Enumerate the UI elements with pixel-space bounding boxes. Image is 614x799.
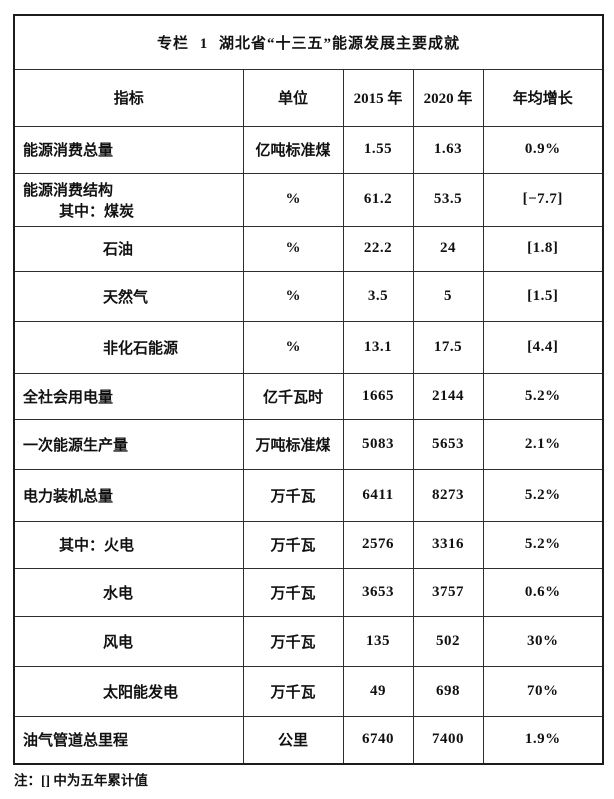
indicator-line1: 能源消费结构 [23, 182, 114, 199]
growth-cell: 5.2% [482, 372, 604, 420]
table-row: 风电 万千瓦 135 502 30% [13, 615, 604, 667]
page-title: 专栏 1 湖北省“十三五”能源发展主要成就 [13, 14, 604, 70]
growth-cell: 5.2% [482, 520, 604, 569]
footnote: 注：[] 中为五年累计值 [14, 773, 148, 788]
value-2015-cell: 22.2 [342, 225, 414, 272]
value-2020-cell: 5 [412, 270, 484, 322]
growth-cell: 5.2% [482, 468, 604, 522]
value-2015-cell: 6411 [342, 468, 414, 522]
unit-cell: % [242, 225, 344, 272]
value-2015-cell: 135 [342, 615, 414, 667]
table-row: 能源消费结构 其中：煤炭 % 61.2 53.5 [−7.7] [13, 172, 604, 227]
growth-cell: 2.1% [482, 418, 604, 470]
indicator-cell: 油气管道总里程 [13, 715, 244, 765]
header-unit: 单位 [242, 68, 344, 127]
table-row: 非化石能源 % 13.1 17.5 [4.4] [13, 320, 604, 374]
unit-cell: 亿千瓦时 [242, 372, 344, 420]
growth-cell: 0.9% [482, 125, 604, 174]
table-row: 能源消费总量 亿吨标准煤 1.55 1.63 0.9% [13, 125, 604, 174]
indicator-cell: 其中：火电 [13, 520, 244, 569]
indicator-cell: 全社会用电量 [13, 372, 244, 420]
value-2020-cell: 2144 [412, 372, 484, 420]
table-row: 水电 万千瓦 3653 3757 0.6% [13, 567, 604, 617]
table-row: 全社会用电量 亿千瓦时 1665 2144 5.2% [13, 372, 604, 420]
indicator-cell: 一次能源生产量 [13, 418, 244, 470]
achievements-table: 专栏 1 湖北省“十三五”能源发展主要成就 指标 单位 2015 年 2020 … [13, 14, 605, 765]
indicator-line2: 其中：煤炭 [59, 203, 135, 220]
value-2020-cell: 53.5 [412, 172, 484, 227]
table-row: 天然气 % 3.5 5 [1.5] [13, 270, 604, 322]
unit-cell: 万千瓦 [242, 615, 344, 667]
indicator-cell: 电力装机总量 [13, 468, 244, 522]
indicator-cell: 能源消费总量 [13, 125, 244, 174]
table-row: 一次能源生产量 万吨标准煤 5083 5653 2.1% [13, 418, 604, 470]
unit-cell: 万吨标准煤 [242, 418, 344, 470]
value-2020-cell: 3316 [412, 520, 484, 569]
growth-cell: [1.5] [482, 270, 604, 322]
indicator-cell: 天然气 [13, 270, 244, 322]
indicator-cell: 石油 [13, 225, 244, 272]
value-2015-cell: 3653 [342, 567, 414, 617]
growth-cell: [−7.7] [482, 172, 604, 227]
value-2015-cell: 2576 [342, 520, 414, 569]
indicator-cell: 风电 [13, 615, 244, 667]
indicator-cell: 太阳能发电 [13, 665, 244, 717]
value-2015-cell: 1665 [342, 372, 414, 420]
value-2020-cell: 502 [412, 615, 484, 667]
header-row: 指标 单位 2015 年 2020 年 年均增长 [13, 68, 604, 127]
table-row: 电力装机总量 万千瓦 6411 8273 5.2% [13, 468, 604, 522]
growth-cell: 30% [482, 615, 604, 667]
table-row: 石油 % 22.2 24 [1.8] [13, 225, 604, 272]
value-2015-cell: 6740 [342, 715, 414, 765]
growth-cell: 70% [482, 665, 604, 717]
header-growth: 年均增长 [482, 68, 604, 127]
value-2020-cell: 24 [412, 225, 484, 272]
indicator-cell: 水电 [13, 567, 244, 617]
unit-cell: 公里 [242, 715, 344, 765]
value-2015-cell: 1.55 [342, 125, 414, 174]
unit-cell: % [242, 172, 344, 227]
unit-cell: 万千瓦 [242, 567, 344, 617]
indicator-cell: 能源消费结构 其中：煤炭 [13, 172, 244, 227]
value-2020-cell: 17.5 [412, 320, 484, 374]
table-row: 油气管道总里程 公里 6740 7400 1.9% [13, 715, 604, 765]
growth-cell: [4.4] [482, 320, 604, 374]
unit-cell: % [242, 320, 344, 374]
growth-cell: 1.9% [482, 715, 604, 765]
value-2020-cell: 1.63 [412, 125, 484, 174]
header-2015: 2015 年 [342, 68, 414, 127]
header-2020: 2020 年 [412, 68, 484, 127]
growth-cell: [1.8] [482, 225, 604, 272]
unit-cell: 亿吨标准煤 [242, 125, 344, 174]
table-row: 太阳能发电 万千瓦 49 698 70% [13, 665, 604, 717]
indicator-cell: 非化石能源 [13, 320, 244, 374]
value-2020-cell: 5653 [412, 418, 484, 470]
growth-cell: 0.6% [482, 567, 604, 617]
value-2015-cell: 49 [342, 665, 414, 717]
table-row: 其中：火电 万千瓦 2576 3316 5.2% [13, 520, 604, 569]
unit-cell: % [242, 270, 344, 322]
value-2015-cell: 5083 [342, 418, 414, 470]
value-2020-cell: 8273 [412, 468, 484, 522]
unit-cell: 万千瓦 [242, 468, 344, 522]
value-2020-cell: 3757 [412, 567, 484, 617]
value-2020-cell: 7400 [412, 715, 484, 765]
value-2015-cell: 13.1 [342, 320, 414, 374]
value-2020-cell: 698 [412, 665, 484, 717]
title-row: 专栏 1 湖北省“十三五”能源发展主要成就 [13, 14, 604, 70]
unit-cell: 万千瓦 [242, 520, 344, 569]
value-2015-cell: 61.2 [342, 172, 414, 227]
unit-cell: 万千瓦 [242, 665, 344, 717]
header-indicator: 指标 [13, 68, 244, 127]
value-2015-cell: 3.5 [342, 270, 414, 322]
